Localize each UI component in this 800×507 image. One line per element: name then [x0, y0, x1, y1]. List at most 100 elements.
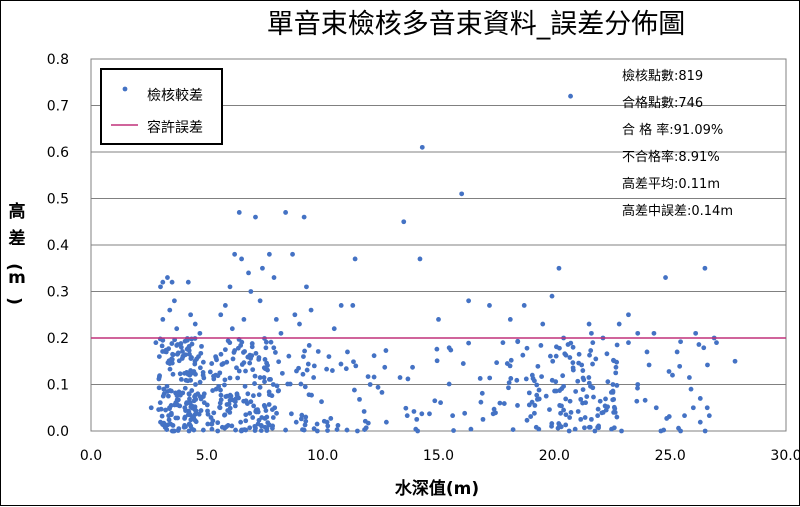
data-point — [166, 417, 172, 423]
data-point — [375, 384, 381, 390]
data-point — [270, 415, 276, 420]
x-tick-label: 15.0 — [423, 448, 454, 464]
stat-pass-count: 合格點數:746 — [622, 95, 703, 111]
data-point — [567, 398, 573, 404]
data-point — [279, 370, 285, 376]
data-point — [157, 400, 163, 406]
data-point — [478, 399, 484, 405]
data-point — [690, 405, 696, 411]
data-point — [582, 415, 588, 420]
data-point — [436, 317, 441, 322]
data-point — [319, 399, 324, 405]
data-point — [226, 401, 232, 407]
data-point — [174, 326, 180, 332]
data-point — [247, 425, 253, 431]
data-point — [215, 420, 221, 426]
data-point — [158, 284, 163, 290]
data-point — [161, 420, 167, 426]
data-point — [501, 401, 507, 406]
data-point — [557, 403, 563, 408]
data-point — [567, 415, 573, 420]
data-point — [678, 339, 683, 345]
data-point — [262, 379, 267, 385]
data-point — [250, 393, 256, 399]
data-point — [222, 382, 227, 388]
data-point — [153, 340, 159, 346]
data-point — [211, 376, 217, 382]
data-point — [159, 343, 165, 349]
data-point — [311, 375, 317, 380]
data-point — [578, 416, 584, 422]
data-point — [245, 391, 251, 397]
data-point — [187, 371, 193, 377]
stat-mean: 高差平均:0.11m — [622, 176, 720, 192]
plot-area-border — [90, 58, 787, 432]
data-point — [233, 427, 238, 433]
y-axis-title-char: ) — [4, 297, 24, 305]
data-point — [567, 355, 573, 360]
data-point — [314, 428, 320, 434]
data-point — [188, 404, 194, 410]
data-point — [419, 144, 425, 150]
data-point — [614, 383, 620, 388]
data-point — [222, 377, 228, 383]
chart-title: 單音束檢核多音束資料_誤差分佈圖 — [267, 9, 686, 40]
data-point — [611, 410, 617, 415]
y-tick-label: 0.4 — [47, 238, 69, 254]
data-point — [446, 381, 452, 387]
data-point — [693, 330, 699, 336]
data-point — [301, 427, 307, 433]
data-point — [216, 383, 222, 389]
data-point — [610, 397, 616, 403]
data-point — [223, 394, 229, 399]
data-point — [507, 363, 513, 369]
legend-box — [100, 68, 223, 145]
data-point — [556, 265, 562, 271]
data-point — [187, 396, 192, 402]
data-point — [185, 279, 191, 285]
data-point — [214, 357, 219, 363]
data-point — [211, 410, 217, 416]
data-point — [532, 403, 538, 408]
data-point — [540, 321, 546, 327]
data-point — [595, 406, 601, 412]
data-point — [314, 421, 320, 427]
data-point — [646, 362, 652, 368]
data-point — [160, 317, 166, 322]
data-point — [568, 410, 574, 415]
data-point — [303, 418, 309, 424]
data-point — [257, 298, 263, 304]
data-point — [688, 386, 694, 392]
data-point — [514, 377, 520, 383]
data-point — [200, 359, 206, 365]
legend: 檢核較差 容許誤差 — [100, 68, 223, 145]
data-point — [165, 275, 170, 280]
x-axis-title: 水深值(m) — [395, 478, 479, 499]
data-point — [273, 317, 279, 322]
data-point — [614, 414, 620, 420]
data-point — [603, 396, 608, 402]
data-point — [575, 378, 581, 384]
data-point — [167, 361, 173, 366]
data-point — [178, 341, 184, 346]
data-point — [261, 403, 267, 408]
data-point — [178, 344, 184, 350]
data-point — [670, 372, 675, 378]
data-point — [192, 361, 198, 367]
data-point — [275, 388, 281, 394]
data-point — [232, 251, 238, 257]
y-tick-label: 0.2 — [47, 331, 69, 347]
data-point — [382, 364, 388, 370]
data-point — [217, 400, 223, 406]
data-point — [524, 417, 530, 423]
data-point — [534, 392, 540, 398]
data-point — [411, 409, 417, 414]
data-point — [664, 416, 670, 421]
data-point — [266, 251, 272, 257]
data-point — [343, 366, 349, 372]
data-point — [535, 396, 540, 402]
data-point — [732, 358, 738, 364]
data-point — [183, 352, 188, 358]
data-point — [222, 347, 228, 353]
data-point — [460, 361, 466, 366]
